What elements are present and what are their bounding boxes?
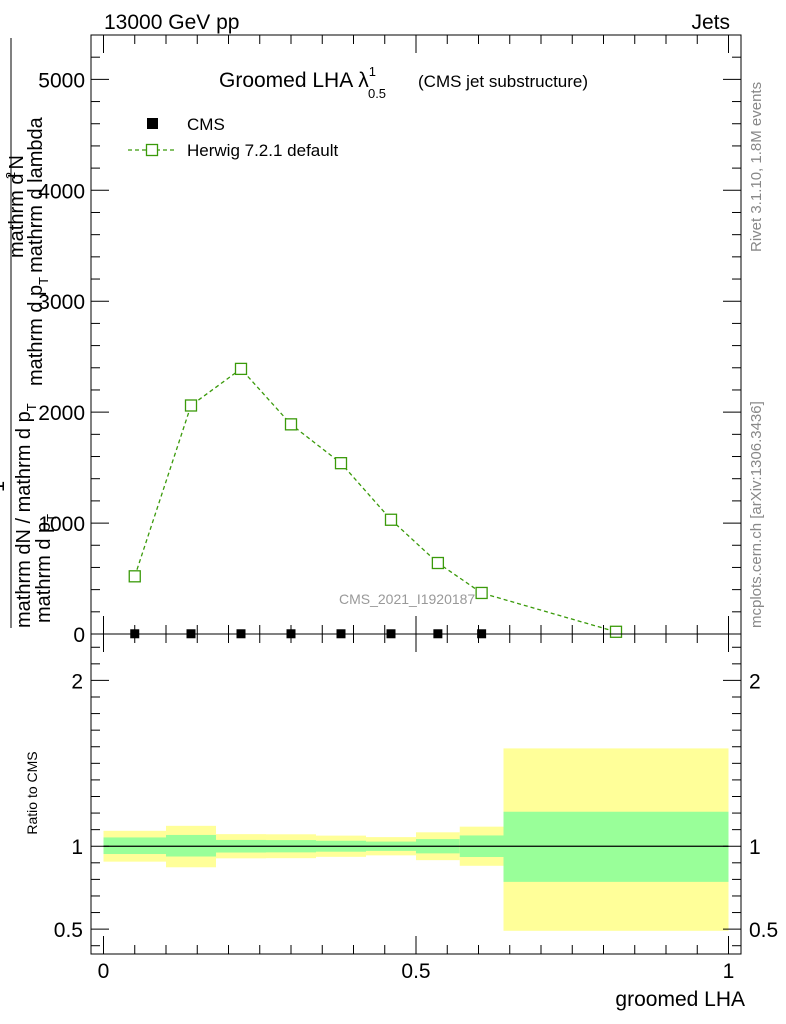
ratio-ticks: 0.5 0.5 1 1 2 2 0 0.5 1 <box>54 634 778 983</box>
legend: CMS Herwig 7.2.1 default <box>128 115 338 160</box>
x-tick-label: 0.5 <box>401 960 430 983</box>
y-tick-label: 3000 <box>38 291 85 314</box>
data-point-herwig <box>609 625 623 638</box>
ratio-bands <box>103 748 729 931</box>
legend-marker-herwig <box>145 143 159 157</box>
ylabel-inner-denominator-2: mathrm d pTmathrm d lambda <box>25 116 51 386</box>
main-ylabel: mathrm dN / mathrm d pT 1 mathrm d pT ma… <box>0 38 59 628</box>
legend-label-cms: CMS <box>187 115 225 134</box>
rivet-label: Rivet 3.1.10, 1.8M events <box>748 82 765 252</box>
ratio-y-tick-label-right: 2 <box>749 670 761 693</box>
main-panel: 0 1000 2000 3000 4000 5000 Groomed LHA λ1 0.5 (… <box>0 34 742 647</box>
header-left: 13000 GeV pp <box>104 11 239 34</box>
data-point-herwig <box>431 556 445 570</box>
x-tick-label: 0 <box>98 960 110 983</box>
mcplots-label: mcplots.cern.ch [arXiv:1306.3436] <box>748 401 765 628</box>
y-tick-label: 0 <box>73 624 85 647</box>
ratio-y-tick-label-right: 0.5 <box>749 919 778 942</box>
data-point-herwig <box>334 457 348 470</box>
ratio-panel: 0.5 0.5 1 1 2 2 0 0.5 1 Ratio to CMS groomed LHA <box>24 633 778 1011</box>
main-ticks: 0 1000 2000 3000 4000 5000 <box>38 34 741 647</box>
y-tick-label: 1000 <box>38 513 85 536</box>
data-point-herwig <box>284 418 298 431</box>
analysis-watermark: CMS_2021_I1920187 <box>339 591 475 607</box>
ylabel-inner-denominator: mathrm d pT <box>33 514 59 623</box>
data-point-herwig <box>384 513 398 526</box>
data-point-herwig <box>184 399 198 412</box>
legend-label-herwig: Herwig 7.2.1 default <box>187 141 338 160</box>
y-tick-label: 4000 <box>38 180 85 203</box>
data-point-herwig <box>128 570 141 583</box>
legend-marker-cms <box>147 118 158 129</box>
y-tick-label: 2000 <box>38 402 85 425</box>
x-tick-label: 1 <box>723 960 735 983</box>
chart-title: Groomed LHA λ1 0.5 <box>219 64 386 101</box>
ylabel-inner-numerator: mathrm dN2 <box>3 155 28 258</box>
chart-subtitle: (CMS jet substructure) <box>418 72 588 91</box>
y-tick-label: 5000 <box>38 69 85 92</box>
data-point-herwig <box>475 586 488 600</box>
header-right: Jets <box>691 11 730 34</box>
ratio-ylabel: Ratio to CMS <box>24 751 40 834</box>
ylabel-numerator: 1 <box>0 481 9 492</box>
ratio-y-tick-label-right: 1 <box>749 836 761 859</box>
ratio-y-tick-label: 0.5 <box>54 919 83 942</box>
ratio-y-tick-label: 1 <box>71 836 83 859</box>
ratio-xlabel: groomed LHA <box>615 988 745 1011</box>
ratio-y-tick-label: 2 <box>71 670 83 693</box>
ylabel-denominator-1: mathrm dN / mathrm d pT <box>13 403 39 628</box>
data-point-herwig <box>234 362 248 376</box>
